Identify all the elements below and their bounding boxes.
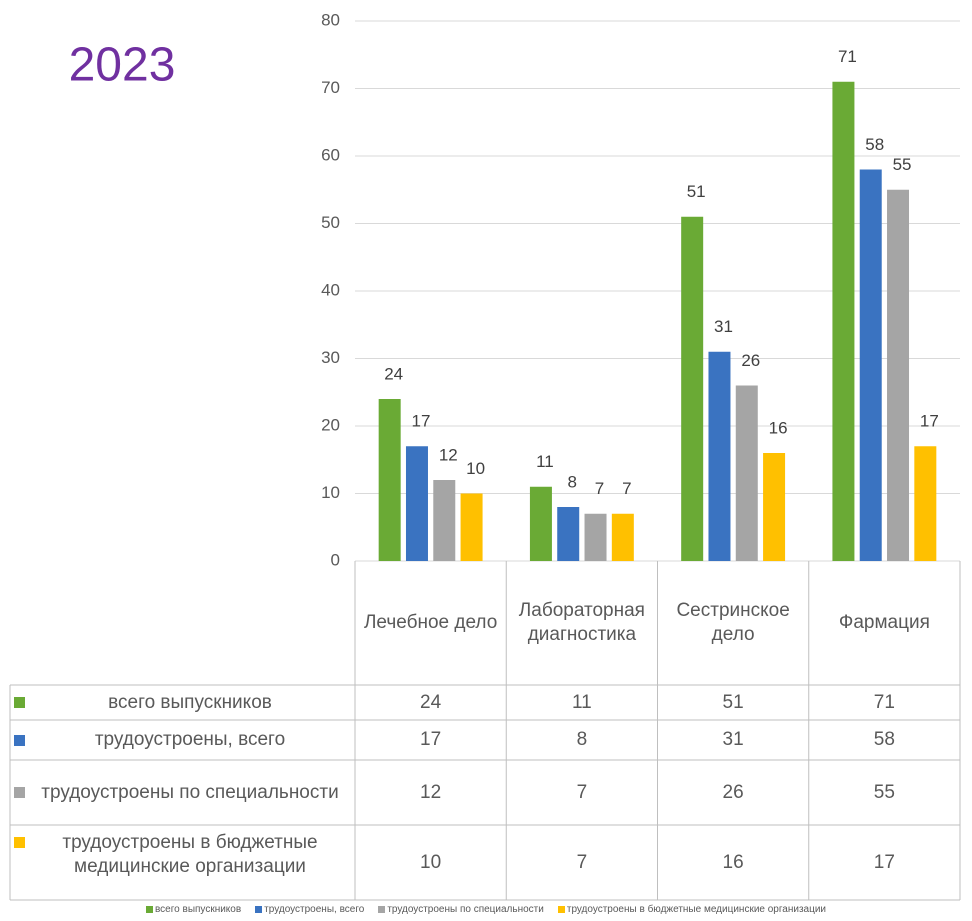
bar (914, 446, 937, 561)
legend-item: трудоустроены по специальности (378, 904, 544, 915)
data-label: 12 (439, 445, 458, 464)
bar (584, 513, 607, 561)
legend-label: трудоустроены, всего (94, 729, 286, 750)
legend-item: трудоустроены в бюджетные медицинские ор… (557, 904, 827, 915)
data-label: 55 (893, 155, 912, 174)
bar (460, 493, 483, 561)
legend-key (14, 787, 25, 798)
chart-title: 2023 (69, 39, 176, 92)
table-value: 7 (576, 851, 588, 873)
table-value: 55 (873, 781, 895, 803)
legend-key (255, 906, 263, 913)
bar (832, 81, 855, 561)
legend-label: трудоустроены, всего (264, 904, 365, 915)
table-value: 11 (572, 691, 592, 713)
table-value: 7 (576, 781, 588, 803)
data-label: 17 (412, 412, 431, 431)
table-value: 58 (873, 729, 895, 750)
data-label: 24 (384, 364, 403, 383)
legend-key (557, 906, 565, 913)
y-tick-label: 70 (321, 78, 340, 97)
table-value: 26 (722, 781, 744, 803)
legend-label: всего выпускников (154, 904, 242, 915)
table-row-label: всего выпускников (10, 685, 355, 720)
y-tick-label: 0 (331, 550, 340, 569)
legend-label: всего выпускников (108, 691, 272, 713)
bar (763, 453, 786, 561)
table-value: 10 (420, 851, 442, 873)
legend-label: трудоустроены в бюджетные медицинские ор… (62, 832, 318, 877)
data-label: 58 (865, 135, 884, 154)
x-tick-label: Фармация (838, 612, 930, 633)
legend-key (14, 697, 25, 708)
legend-item: трудоустроены, всего (255, 904, 364, 915)
x-tick-label: Лабораторная диагностика (518, 600, 645, 645)
x-tick-label: Лечебное дело (363, 612, 498, 633)
table-value: 31 (722, 729, 744, 750)
data-label: 8 (567, 472, 576, 491)
bar (611, 513, 634, 561)
bar (887, 189, 910, 561)
bar (681, 216, 704, 561)
table-row-label: трудоустроены, всего (10, 720, 355, 760)
table-row-label: трудоустроены по специальности (10, 760, 355, 825)
bar (405, 446, 428, 561)
table-value: 51 (722, 691, 744, 713)
data-label: 16 (769, 418, 788, 437)
legend-key (14, 837, 25, 848)
data-label: 26 (741, 351, 760, 370)
data-label: 7 (595, 479, 604, 498)
table-value: 71 (873, 691, 895, 713)
table-row-label: трудоустроены в бюджетные медицинские ор… (10, 825, 355, 900)
y-tick-label: 30 (321, 348, 340, 367)
y-tick-label: 80 (321, 10, 340, 29)
legend-key (145, 906, 153, 913)
bar (557, 507, 580, 561)
bar (708, 351, 731, 561)
y-tick-label: 50 (321, 213, 340, 232)
data-label: 7 (622, 479, 631, 498)
legend-item: всего выпускников (145, 904, 242, 915)
y-tick-label: 60 (321, 145, 340, 164)
legend-key (14, 734, 25, 746)
data-label: 31 (714, 317, 733, 336)
bar (433, 480, 456, 561)
data-label: 51 (687, 182, 706, 201)
bar (735, 385, 758, 561)
legend: всего выпускников трудоустроены, всего тру… (0, 904, 972, 915)
y-tick-label: 10 (321, 483, 340, 502)
bar (859, 169, 882, 561)
data-label: 10 (466, 459, 485, 478)
table-value: 17 (420, 729, 442, 750)
y-tick-label: 20 (321, 415, 340, 434)
bar (378, 399, 401, 561)
table-value: 12 (420, 781, 442, 803)
legend-label: трудоустроены в бюджетные медицинские ор… (566, 904, 827, 915)
bar (529, 486, 552, 561)
legend-key (378, 906, 386, 913)
table-value: 16 (722, 851, 744, 873)
data-label: 71 (838, 47, 857, 66)
table-value: 17 (873, 851, 895, 873)
legend-label: трудоустроены по специальности (41, 781, 339, 803)
table-value: 8 (576, 729, 588, 750)
data-label: 11 (536, 452, 554, 471)
x-tick-label: Сестринское дело (676, 600, 790, 645)
y-tick-label: 40 (321, 280, 340, 299)
data-label: 17 (920, 412, 939, 431)
table-value: 24 (420, 691, 442, 713)
legend-label: трудоустроены по специальности (387, 904, 544, 915)
